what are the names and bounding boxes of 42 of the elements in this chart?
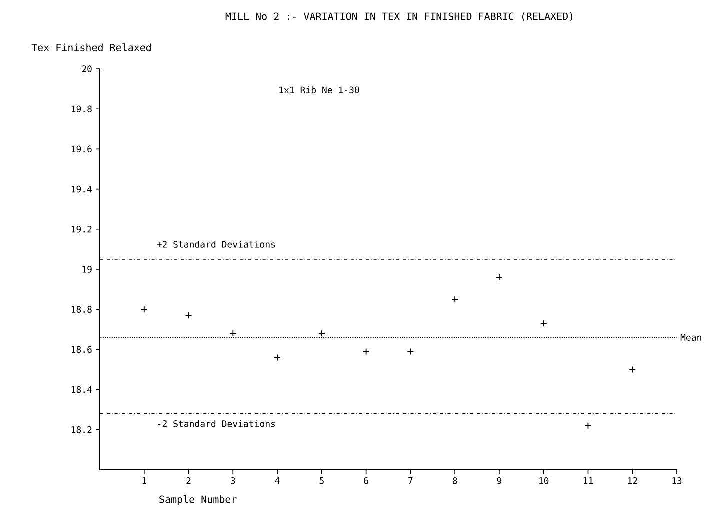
x-tick-label: 10 [540, 478, 549, 484]
y-tick-label: 18.8 [72, 306, 92, 313]
x-tick-label: 11 [584, 478, 594, 484]
point [496, 274, 503, 281]
point [452, 296, 459, 304]
point [140, 306, 148, 314]
point [318, 330, 326, 338]
x-axis-title: Sample Number [160, 496, 237, 506]
point [629, 366, 636, 374]
y-tick-label: 20 [82, 66, 92, 72]
x-tick-label: 6 [364, 478, 368, 484]
y-tick-label: 19.4 [72, 186, 92, 193]
x-tick-label: 2 [186, 478, 191, 484]
point [274, 354, 281, 362]
y-tick-label: 19.8 [72, 106, 92, 112]
ref-line-label: Mean [680, 334, 702, 341]
x-tick-label: 1 [142, 478, 146, 484]
annotation: 1x1 Rib Ne 1-30 [280, 86, 360, 94]
point [185, 312, 192, 320]
x-tick-label: 13 [672, 478, 682, 484]
y-tick-label: 19.2 [72, 226, 92, 233]
x-tick-label: 5 [320, 478, 324, 484]
x-tick-label: 4 [275, 478, 280, 484]
y-tick-label: 18.6 [72, 346, 92, 354]
point [407, 348, 414, 356]
x-tick-label: 12 [628, 478, 638, 484]
point [230, 330, 237, 338]
y-axis-title: Tex Finished Relaxed [32, 44, 152, 52]
ref-line-label: -2 Standard Deviations [158, 420, 276, 428]
y-tick-label: 18.4 [72, 386, 92, 394]
chart-title: MILL No 2 :- VARIATION IN TEX IN FINISHED FABRIC (RELAXED) [226, 12, 573, 22]
y-tick-label: 18.2 [72, 426, 92, 434]
ref-line-label: +2 Standard Deviations [157, 240, 276, 248]
x-tick-label: 8 [452, 478, 458, 484]
x-tick-label: 7 [408, 478, 413, 484]
x-tick-label: 3 [231, 478, 236, 484]
y-tick-label: 19 [82, 266, 92, 273]
point [362, 348, 370, 356]
y-tick-label: 19.6 [72, 146, 92, 153]
point [540, 320, 548, 328]
point [584, 422, 592, 430]
x-tick-label: 9 [497, 478, 502, 484]
